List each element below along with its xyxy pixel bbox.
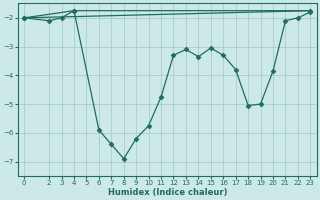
X-axis label: Humidex (Indice chaleur): Humidex (Indice chaleur) [108,188,227,197]
